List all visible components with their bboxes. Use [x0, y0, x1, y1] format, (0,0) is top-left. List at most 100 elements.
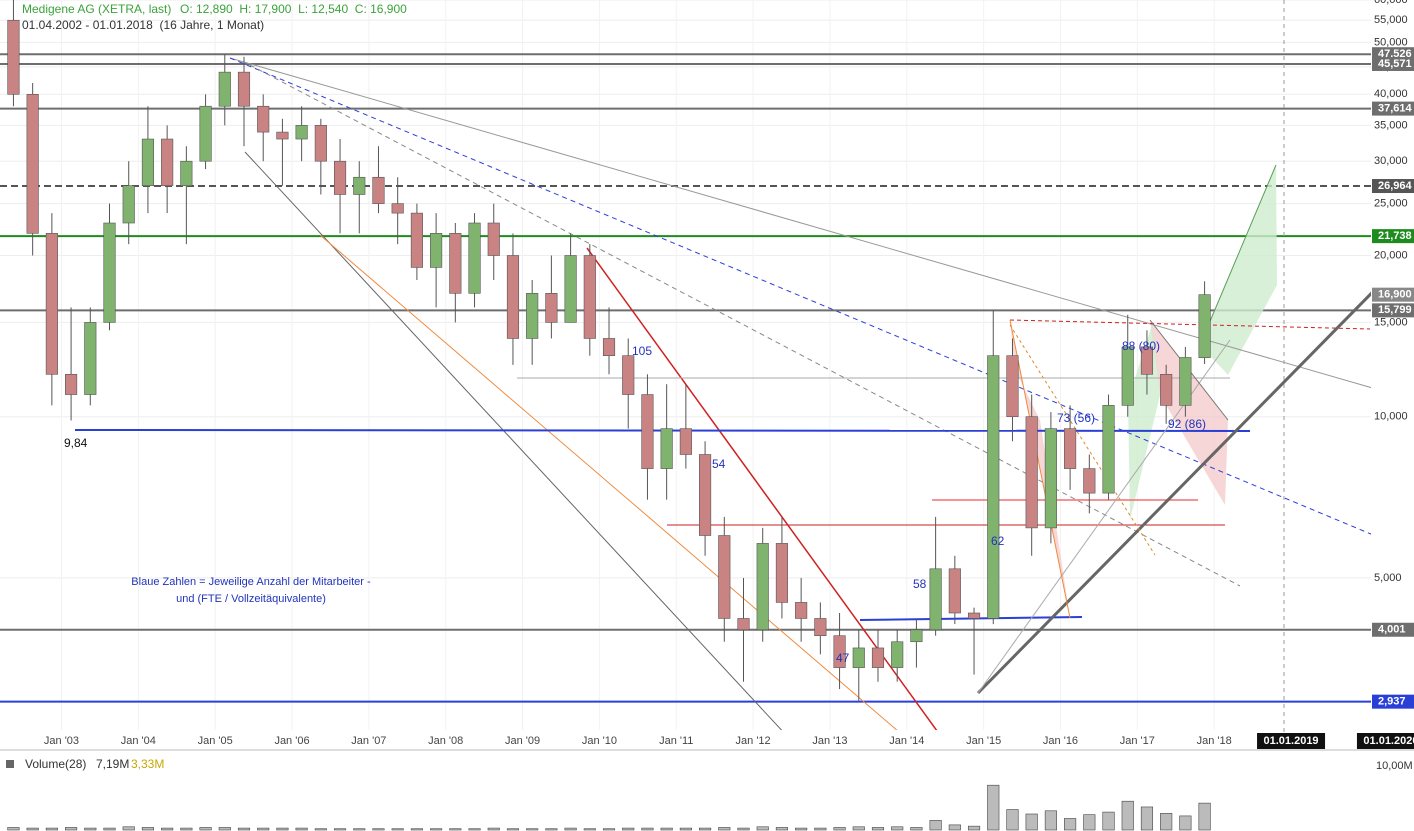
volume-bar: [391, 828, 404, 831]
candle-body: [391, 203, 404, 214]
candle-body: [218, 71, 231, 107]
x-tick-label: Jan '05: [198, 735, 233, 747]
y-tick-label: 50,000: [1374, 36, 1408, 48]
y-tick-label: 10,000: [1374, 411, 1408, 423]
trendline: [1009, 319, 1071, 619]
candle-body: [1160, 374, 1173, 406]
volume-bar: [314, 828, 327, 831]
trendline: [229, 57, 1371, 389]
level-label: 37,614: [1378, 103, 1413, 115]
candle-body: [1102, 405, 1115, 494]
candle-body: [526, 293, 539, 339]
x-tick-label: Jan '09: [505, 735, 540, 747]
x-tick-label: Jan '17: [1120, 735, 1155, 747]
volume-bar: [814, 827, 827, 831]
candle-body: [737, 618, 750, 631]
x-tick-label: Jan '12: [736, 735, 771, 747]
volume-bar: [199, 827, 212, 831]
volume-bar: [679, 827, 692, 831]
note: und (FTE / Vollzeitäquivalente): [176, 593, 326, 605]
candle-body: [65, 374, 78, 395]
y-tick-label: 60,000: [1374, 0, 1408, 6]
candle-body: [7, 19, 20, 95]
candle-body: [891, 641, 904, 668]
level-label: 26,964: [1378, 180, 1413, 192]
volume-bar: [833, 827, 846, 831]
candle-body: [987, 355, 1000, 619]
candle-body: [1025, 416, 1038, 529]
volume-bar: [333, 828, 347, 831]
volume-title: Volume(28): [25, 757, 86, 771]
volume-bar: [871, 827, 885, 831]
candle-body: [314, 125, 327, 162]
volume-icon: [6, 760, 14, 768]
candle-body: [333, 160, 347, 195]
volume-bar: [1064, 818, 1077, 831]
x-tick-label: Jan '16: [1043, 735, 1078, 747]
volume-bar: [180, 827, 193, 831]
candle-body: [199, 105, 212, 162]
candle-body: [910, 629, 923, 643]
volume-bar: [410, 828, 423, 831]
volume-bar: [141, 827, 154, 831]
volume-bar: [660, 827, 673, 831]
volume-bar: [987, 784, 1000, 831]
volume-bar: [468, 828, 481, 831]
candle-body: [257, 105, 270, 133]
staff-count: 105: [632, 344, 652, 358]
candle-body: [45, 233, 58, 375]
x-tick-label: Jan '04: [121, 735, 156, 747]
volume-bar: [449, 828, 462, 831]
level-label: 15,799: [1378, 304, 1412, 316]
volume-bar: [948, 824, 961, 831]
trendline: [976, 291, 1371, 695]
candle-body: [1121, 346, 1134, 406]
level-box: [1372, 179, 1414, 194]
candle-body: [1083, 468, 1096, 494]
candle-body: [948, 568, 961, 614]
candle-body: [699, 454, 712, 536]
x-tick-label: Jan '11: [659, 735, 693, 747]
candle-body: [1140, 346, 1154, 375]
candle-body: [852, 647, 865, 668]
candle-body: [1006, 355, 1019, 418]
candle-body: [141, 138, 154, 187]
candle-body: [84, 322, 97, 395]
volume-bar: [65, 827, 78, 831]
y-tick-label: 35,000: [1374, 119, 1408, 131]
volume-bar: [122, 826, 135, 831]
volume-bar: [103, 827, 116, 831]
volume-bar: [526, 828, 539, 831]
header-name: Medigene AG (XETRA, last): [22, 2, 171, 16]
volume-bar: [353, 828, 366, 831]
staff-count: 47: [836, 651, 850, 665]
trendline: [319, 234, 898, 730]
level-box: [1372, 622, 1414, 637]
candle-body: [929, 568, 942, 631]
trendline: [229, 57, 1371, 535]
volume-bar: [967, 825, 981, 831]
volume-bar: [910, 827, 923, 831]
candle-body: [353, 176, 366, 195]
candle-body: [180, 160, 193, 187]
volume-bar: [852, 826, 865, 831]
volume-bar: [1121, 800, 1134, 831]
volume-avg: 3,33M: [131, 757, 164, 771]
candle-body: [276, 131, 289, 140]
level-box: [1372, 287, 1414, 302]
volume-bar: [506, 828, 520, 831]
volume-last: 7,19M: [96, 757, 129, 771]
date-label: 01.01.2019: [1264, 735, 1319, 747]
y-tick-label: 30,000: [1374, 155, 1408, 167]
candle-body: [410, 212, 423, 268]
volume-bar: [641, 827, 654, 831]
volume-bar: [1160, 813, 1173, 831]
y-tick-label: 15,000: [1374, 316, 1408, 328]
volume-bar: [237, 827, 251, 831]
candle-body: [622, 355, 635, 395]
candle-body: [602, 338, 616, 356]
candle-body: [795, 602, 808, 619]
level-label: 21,738: [1378, 230, 1412, 242]
date-box: [1257, 733, 1326, 749]
